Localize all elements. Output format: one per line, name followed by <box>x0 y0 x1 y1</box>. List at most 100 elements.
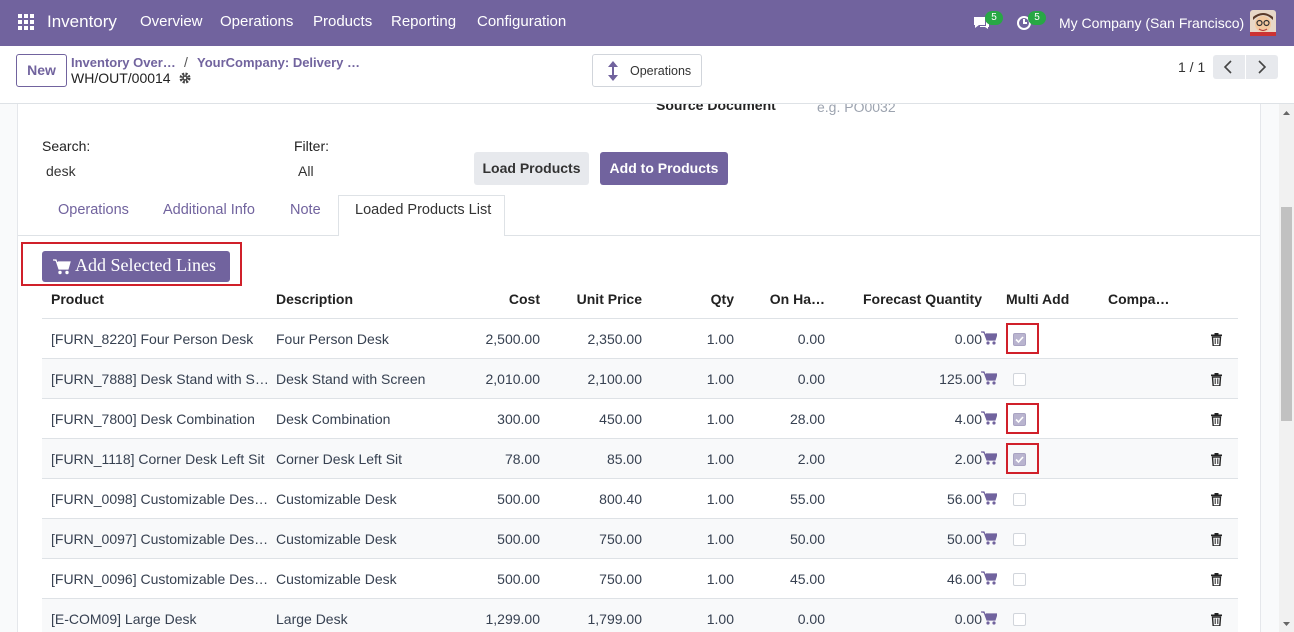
tab[interactable]: Loaded Products List <box>355 202 492 218</box>
cart-icon[interactable] <box>981 611 998 625</box>
delete-icon[interactable] <box>1211 453 1222 467</box>
record-name: WH/OUT/00014 <box>71 70 171 86</box>
cart-icon[interactable] <box>981 491 998 505</box>
field-label: Source Document <box>656 104 776 113</box>
table-cell: 300.00 <box>497 411 540 427</box>
delete-icon[interactable] <box>1211 333 1222 347</box>
menu-item[interactable]: Products <box>313 13 373 30</box>
scrollbar-thumb[interactable] <box>1281 207 1292 421</box>
column-header[interactable]: On Ha… <box>769 291 825 307</box>
table-cell: Customizable Desk <box>276 531 397 547</box>
app-name[interactable]: Inventory <box>47 12 117 31</box>
multi-add-checkbox[interactable] <box>1013 493 1026 506</box>
multi-add-checkbox[interactable] <box>1013 533 1026 546</box>
button-label: Operations <box>630 64 692 78</box>
add-selected-lines-button[interactable]: Add Selected Lines <box>42 251 230 282</box>
breadcrumb[interactable]: Inventory Over… <box>71 55 176 70</box>
multi-add-checkbox[interactable] <box>1013 413 1026 426</box>
delete-icon[interactable] <box>1211 493 1222 507</box>
table-cell: 500.00 <box>497 571 540 587</box>
products-table: Product Description Cost Unit Price Qty On Ha… <box>42 279 1238 632</box>
gear-icon[interactable] <box>179 72 191 84</box>
column-header[interactable]: Product <box>51 291 104 307</box>
cart-icon[interactable] <box>981 371 998 385</box>
avatar[interactable] <box>1250 10 1276 36</box>
multi-add-checkbox[interactable] <box>1013 573 1026 586</box>
cart-icon[interactable] <box>981 531 998 545</box>
add-to-products-button[interactable]: Add to Products <box>600 152 728 185</box>
menu-item[interactable]: Configuration <box>477 13 567 30</box>
table-cell: [FURN_7800] Desk Combination <box>51 411 255 427</box>
cart-icon[interactable] <box>981 571 998 585</box>
column-header[interactable]: Description <box>276 291 354 307</box>
menu-item[interactable]: Reporting <box>391 13 457 30</box>
table-cell: Desk Combination <box>276 411 391 427</box>
cart-icon[interactable] <box>981 331 998 345</box>
table-cell: 0.00 <box>797 371 825 387</box>
highlight-box <box>1006 443 1039 474</box>
column-header[interactable]: Cost <box>508 291 540 307</box>
column-header[interactable]: Compa… <box>1108 291 1170 307</box>
search-input[interactable]: desk <box>46 163 76 179</box>
table-row: [FURN_1118] Corner Desk Left Sit Corner D… <box>42 439 1238 479</box>
field-placeholder[interactable]: e.g. PO0032 <box>817 104 896 115</box>
delete-icon[interactable] <box>1211 533 1222 547</box>
next-button[interactable] <box>1246 55 1278 79</box>
tab[interactable]: Operations <box>58 202 129 218</box>
multi-add-checkbox[interactable] <box>1013 453 1026 466</box>
apps-icon[interactable] <box>18 14 34 30</box>
table-cell: 50.00 <box>789 531 825 547</box>
badge: 5 <box>985 11 1003 25</box>
tab[interactable]: Note <box>290 202 321 218</box>
operations-button[interactable]: Operations <box>592 54 702 87</box>
table-cell: [FURN_7888] Desk Stand with S… <box>51 371 269 387</box>
delete-icon[interactable] <box>1211 413 1222 427</box>
table-cell: Customizable Desk <box>276 491 397 507</box>
multi-add-checkbox[interactable] <box>1013 613 1026 626</box>
table-cell: 1.00 <box>706 531 734 547</box>
column-header[interactable]: Multi Add <box>1006 291 1070 307</box>
table-cell: [FURN_8220] Four Person Desk <box>51 331 254 347</box>
load-products-button[interactable]: Load Products <box>474 152 589 185</box>
company-switcher[interactable]: My Company (San Francisco) <box>1059 15 1245 31</box>
table-cell: 1,799.00 <box>587 611 643 627</box>
pager: 1 / 1 <box>1178 59 1206 75</box>
cart-icon[interactable] <box>981 411 998 425</box>
table-row: [FURN_7800] Desk Combination Desk Combina… <box>42 399 1238 439</box>
table-cell: 1.00 <box>706 411 734 427</box>
field-label: Search: <box>42 138 91 154</box>
prev-button[interactable] <box>1213 55 1245 79</box>
multi-add-checkbox[interactable] <box>1013 333 1026 346</box>
new-button[interactable]: New <box>16 54 67 87</box>
filter-select[interactable]: All <box>298 163 314 179</box>
table-cell: 800.40 <box>599 491 642 507</box>
multi-add-checkbox[interactable] <box>1013 373 1026 386</box>
delete-icon[interactable] <box>1211 613 1222 627</box>
table-cell: 1.00 <box>706 611 734 627</box>
column-header[interactable]: Forecast Quantity <box>862 291 982 307</box>
table-cell: 0.00 <box>797 611 825 627</box>
table-cell: 750.00 <box>599 531 642 547</box>
table-cell: 1.00 <box>706 451 734 467</box>
menu-item[interactable]: Overview <box>140 13 203 30</box>
table-cell: 2,010.00 <box>485 371 541 387</box>
delete-icon[interactable] <box>1211 573 1222 587</box>
table-cell: 2,500.00 <box>485 331 541 347</box>
breadcrumb-separator: / <box>184 54 188 70</box>
column-header[interactable]: Qty <box>710 291 734 307</box>
table-cell: Desk Stand with Screen <box>276 371 426 387</box>
navbar: Inventory Overview Operations Products R… <box>0 0 1294 46</box>
table-cell: 500.00 <box>497 491 540 507</box>
field-label: Filter: <box>294 138 329 154</box>
transfer-icon <box>608 61 618 81</box>
table-row: [FURN_0098] Customizable Des… Customizabl… <box>42 479 1238 519</box>
menu-item[interactable]: Operations <box>220 13 294 30</box>
tab[interactable]: Additional Info <box>163 202 255 218</box>
delete-icon[interactable] <box>1211 373 1222 387</box>
table-row: [FURN_0097] Customizable Des… Customizabl… <box>42 519 1238 559</box>
breadcrumb[interactable]: YourCompany: Delivery … <box>197 55 361 70</box>
button-label: Add Selected Lines <box>75 255 216 275</box>
table-cell: Large Desk <box>276 611 348 627</box>
column-header[interactable]: Unit Price <box>576 291 642 307</box>
cart-icon[interactable] <box>981 451 998 465</box>
